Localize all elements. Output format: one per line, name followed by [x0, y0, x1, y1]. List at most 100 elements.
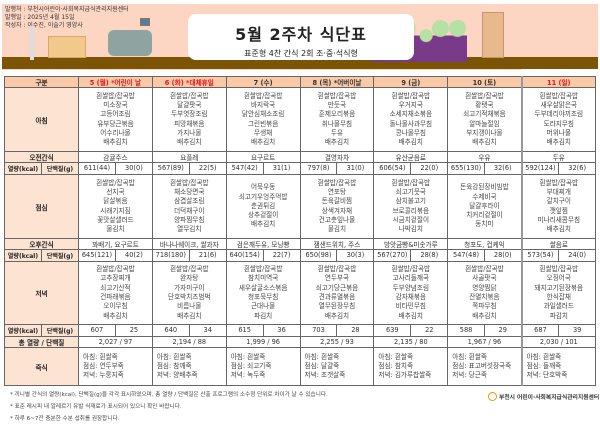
menu-item: 두부데리야끼조림	[534, 110, 584, 119]
porridge-item: 저녁: 누룽지죽	[83, 371, 124, 379]
menu-item: 배추김치	[103, 138, 128, 147]
day-header: 7 (수)	[225, 76, 301, 88]
menu-item: 흰쌀밥/잡곡밥	[317, 91, 357, 100]
menu-item: 고추장찌개	[100, 274, 131, 283]
menu-item: 흰쌀밥/잡곡밥	[243, 91, 283, 100]
nutrition-cell: 703 28	[299, 324, 375, 337]
menu-item: 건파래볶음	[100, 293, 131, 301]
menu-item: 가자미구이	[174, 283, 205, 292]
menu-item: 머위나물	[546, 128, 571, 137]
kcal-value: 567(270)	[375, 250, 412, 261]
menu-item: 어수리나물	[100, 128, 131, 137]
nutrition-cell: 573(54) 24(0)	[520, 249, 596, 262]
menu-item: 쪽파무침	[472, 302, 497, 311]
author: 작성자 : 이수진, 이슬기 영양사	[5, 22, 83, 29]
nutrition-cell: 547(48) 28(0)	[447, 249, 523, 262]
menu-item: 고등어조림	[100, 110, 131, 119]
porridge-item: 저녁: 양배추죽	[156, 371, 198, 379]
lamp-illustration	[30, 26, 34, 60]
wardrobe-illustration	[482, 12, 504, 58]
protein-value: 22(7)	[272, 251, 291, 259]
menu-item: 더덕채구이	[174, 206, 205, 215]
menu-item: 연포탕	[327, 187, 347, 196]
menu-item: 쇠고기적채볶음	[463, 110, 506, 119]
porridge-menu: 아침: 흰쌀죽 점심: 연두부죽 저녁: 누룽지죽	[78, 347, 153, 386]
menu-item: 쇠고기우엉주먹밥	[238, 192, 288, 201]
menu-item: 동치미	[475, 220, 494, 229]
menu-item: 배추김치	[472, 138, 497, 147]
menu-item: 선지국	[106, 187, 125, 196]
lunch-menu: 흰쌀밥/잡곡밥 채소당면국 삼겹살조림 더덕채구이 양파찜무침 열무김치	[151, 174, 227, 239]
menu-item: 흰쌀밥/잡곡밥	[317, 265, 357, 274]
dinner-menu: 흰쌀밥/잡곡밥 고사리들깨국 두부양념조림 감자채볶음 비타민무침 배추김치	[373, 261, 449, 325]
protein-value: 24(0)	[568, 251, 587, 259]
kcal-value: 650(98)	[301, 250, 338, 261]
pm_snack-cell: 방앗금빵&미숫가루	[373, 238, 449, 250]
nutrition-cell: 797(8) 31(0)	[299, 162, 375, 175]
pm_snack-cell: 검은깨두유, 모닝빵	[225, 238, 301, 250]
table-row: 오후간식 꽈배기, 요구르트 바나나쉐이크, 쌀과자 검은깨두유, 모닝빵 잼샌드위치,…	[3, 238, 596, 250]
lunch-menu: 어묵우동 쇠고기우엉주먹밥 춘권튀김 상추겉절이 배추김치	[225, 174, 301, 239]
menu-item: 황탯국	[475, 100, 494, 109]
dinner-menu: 흰쌀밥/잡곡밥 사골팟국 영양찜닭 잔멸치볶음 쪽파무침 배추김치	[447, 261, 523, 325]
breakfast-menu: 흰쌀밥/잡곡밥 바지락국 닭안심채소조림 그린빈볶음 무생채 배추김치	[225, 87, 301, 152]
porridge-item: 저녁: 조갯살죽	[304, 371, 346, 379]
menu-item: 돈육갈비찜	[321, 197, 353, 206]
menu-item: 열무김치	[177, 225, 202, 234]
menu-item: 사골팟국	[472, 274, 497, 283]
nutrition-cell: 639 22	[373, 324, 449, 337]
dinner-menu: 흰쌀밥/잡곡밥 고추장찌개 쇠고기산적 건파래볶음 오이무침 배추김치	[78, 261, 153, 325]
kcal-value: 615	[227, 325, 264, 336]
porridge-item: 아침: 흰쌀죽	[83, 353, 118, 361]
pm_snack-cell: 쌀음료	[520, 238, 596, 250]
breakfast-menu: 흰쌀밥/잡곡밥 미소장국 고등어조림 유부당근볶음 어수리나물 배추김치	[78, 87, 153, 152]
menu-item: 파김치	[254, 311, 273, 320]
breakfast-label: 아침	[3, 87, 80, 152]
breakfast-menu: 흰쌀밥/잡곡밥 만둣국 훈제오리볶음 취나물무침 두유 배추김치	[299, 87, 375, 152]
lunch-menu: 흰쌀밥/잡곡밥 쇠고기뭇국 삼치불고기 브로콜리볶음 시금치겉절이 나박김치	[373, 174, 449, 239]
am_snack-cell: 결명자차	[299, 151, 375, 163]
breakfast-menu: 흰쌀밥/잡곡밥 황탯국 쇠고기적채볶음 알마늘절임 부지갱이나물 배추김치	[447, 87, 523, 152]
day-header: 5 (월) *어린이 날	[78, 76, 153, 88]
menu-item: 시래기지짐	[100, 206, 131, 215]
menu-item: 흰쌀밥/잡곡밥	[539, 265, 579, 274]
menu-item: 흰쌀밥/잡곡밥	[391, 178, 431, 187]
porridge-menu: 아침: 흰쌀죽 점심: 쇠고기죽 저녁: 녹두죽	[225, 347, 301, 386]
smile-logo-icon	[488, 392, 497, 401]
protein-value: 28(8)	[420, 251, 439, 259]
porridge-item: 저녁: 단호박죽	[526, 371, 568, 379]
nutrition-cell: 567(270) 28(8)	[373, 249, 449, 262]
kcal-value: 592(124)	[524, 163, 560, 174]
nutrition-cell: 687 39	[520, 324, 596, 337]
protein-value: 22(0)	[420, 164, 439, 172]
menu-item: 흰쌀밥/잡곡밥	[169, 265, 209, 274]
lunch-menu: 돈육강된장비빔밥 수제비국 달걀후라이 치커리겉절이 동치미	[447, 174, 523, 239]
protein-value: 39	[572, 326, 582, 334]
day-header: 6 (화) *대체휴일	[151, 76, 227, 88]
porridge-item: 점심: 달걀죽	[304, 362, 340, 370]
porridge-menu: 아침: 흰쌀죽 점심: 들깨죽 저녁: 단호박죽	[520, 347, 596, 386]
menu-item: 무생채	[254, 128, 273, 137]
menu-item: 가지나물	[177, 128, 202, 137]
menu-item: 미소장국	[103, 100, 128, 109]
menu-item: 우거지국	[398, 100, 423, 109]
menu-item: 어묵우동	[250, 183, 276, 192]
menu-item: 소세지채소볶음	[389, 110, 433, 119]
menu-item: 새우살굴소스볶음	[238, 283, 288, 292]
menu-item: 달걀팟국	[177, 100, 202, 109]
nutrition-cell: 588 29	[447, 324, 523, 337]
dinner-menu: 흰쌀밥/잡곡밥 오징어국 돼지고기된장볶음 한식잡채 과일샐러드 파김치	[520, 261, 596, 325]
porridge-menu: 아침: 흰쌀죽 점심: 표고버섯장국죽 저녁: 당근죽	[447, 347, 523, 386]
protein-value: 30(3)	[346, 251, 365, 259]
kcal-value: 645(121)	[80, 250, 116, 261]
total-label: 총 열량 / 단백질	[3, 336, 80, 348]
total-cell: 2,027 / 97	[78, 336, 153, 348]
menu-item: 배추김치	[398, 138, 423, 147]
menu-item: 배추김치	[103, 311, 128, 320]
footer-note: * 하루 6~7잔 충분한 수분 섭취를 권장합니다.	[10, 416, 120, 422]
menu-item: 비타민무침	[395, 302, 426, 311]
kcal-value: 547(42)	[227, 163, 264, 174]
kcal-label: 열량(kcal)	[4, 324, 42, 337]
picture-frame-illustration	[140, 18, 150, 26]
page-subtitle: 표준형 4찬 간식 2회 조·중·석식형	[244, 49, 358, 58]
